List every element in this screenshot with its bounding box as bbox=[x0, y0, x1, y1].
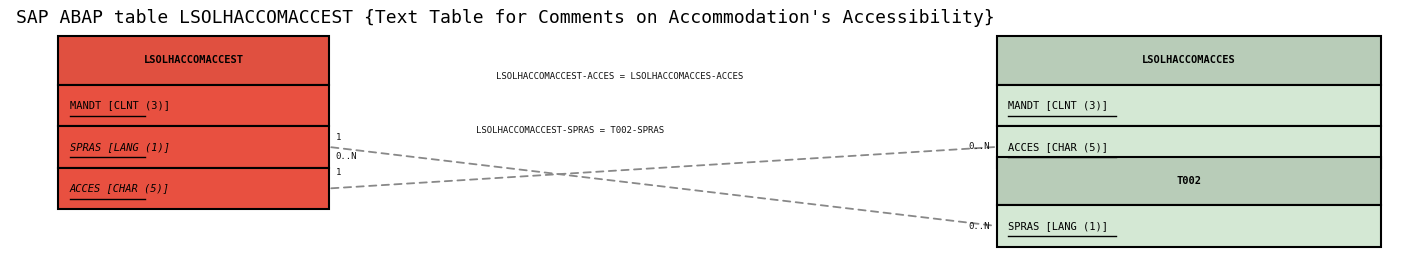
Text: SPRAS [LANG (1)]: SPRAS [LANG (1)] bbox=[70, 142, 170, 152]
Text: SAP ABAP table LSOLHACCOMACCEST {Text Table for Comments on Accommodation's Acce: SAP ABAP table LSOLHACCOMACCEST {Text Ta… bbox=[16, 9, 995, 27]
Text: MANDT [CLNT (3)]: MANDT [CLNT (3)] bbox=[1009, 100, 1109, 110]
Bar bbox=[58, 126, 329, 168]
Bar bbox=[997, 126, 1381, 168]
Bar bbox=[997, 157, 1381, 205]
Text: 1: 1 bbox=[336, 168, 341, 177]
Bar bbox=[58, 85, 329, 126]
Text: LSOLHACCOMACCEST: LSOLHACCOMACCEST bbox=[144, 55, 244, 65]
Text: LSOLHACCOMACCEST-SPRAS = T002-SPRAS: LSOLHACCOMACCEST-SPRAS = T002-SPRAS bbox=[476, 126, 664, 135]
Bar bbox=[58, 36, 329, 85]
Text: ACCES [CHAR (5)]: ACCES [CHAR (5)] bbox=[1009, 142, 1109, 152]
Text: T002: T002 bbox=[1177, 176, 1201, 186]
Bar bbox=[58, 168, 329, 209]
Bar bbox=[997, 36, 1381, 85]
Text: 1: 1 bbox=[336, 133, 341, 141]
Text: LSOLHACCOMACCEST-ACCES = LSOLHACCOMACCES-ACCES: LSOLHACCOMACCEST-ACCES = LSOLHACCOMACCES… bbox=[496, 72, 744, 81]
Text: ACCES [CHAR (5)]: ACCES [CHAR (5)] bbox=[70, 183, 170, 193]
Text: SPRAS [LANG (1)]: SPRAS [LANG (1)] bbox=[1009, 221, 1109, 231]
Text: MANDT [CLNT (3)]: MANDT [CLNT (3)] bbox=[70, 100, 170, 110]
Text: 0..N: 0..N bbox=[969, 142, 990, 151]
Bar bbox=[997, 205, 1381, 247]
Text: 0..N: 0..N bbox=[336, 152, 358, 161]
Bar bbox=[997, 85, 1381, 126]
Text: LSOLHACCOMACCES: LSOLHACCOMACCES bbox=[1141, 55, 1235, 65]
Text: 0..N: 0..N bbox=[969, 221, 990, 231]
